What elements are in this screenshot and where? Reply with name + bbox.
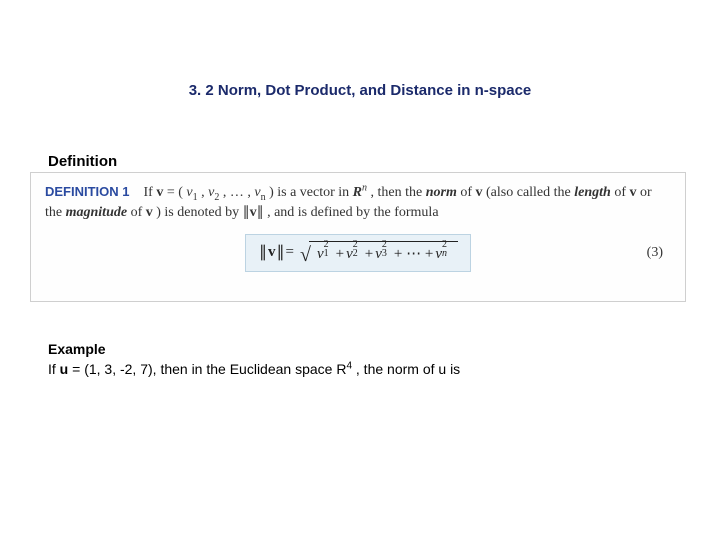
term2-base: v <box>346 246 353 262</box>
definition-text: DEFINITION 1 If v = ( v1 , v2 , … , vn )… <box>45 183 671 224</box>
definition-box: DEFINITION 1 If v = ( v1 , v2 , … , vn )… <box>30 172 686 302</box>
def-of-v: of <box>460 185 475 200</box>
term-3: v32 <box>373 244 394 266</box>
radicand: v12 + v22 + v32 + ⋯ + vn2 <box>309 241 458 266</box>
example-u: u <box>60 361 69 377</box>
term3-sup: 2 <box>382 238 387 253</box>
radical: √ v12 + v22 + v32 + ⋯ + <box>300 241 458 266</box>
example-post: , the norm of u is <box>356 361 460 377</box>
section-title: 3. 2 Norm, Dot Product, and Distance in … <box>0 82 720 99</box>
termn-sup: 2 <box>442 238 447 253</box>
def-v-again3: v <box>146 205 153 220</box>
def-vn-sub: n <box>261 192 266 203</box>
equation-number: (3) <box>647 243 663 263</box>
norm-formula: ∥v∥ = √ v12 + v22 + v32 <box>245 234 471 273</box>
def-v: v <box>156 185 163 200</box>
example-rsup: 4 <box>346 360 352 371</box>
def-text: If <box>144 185 157 200</box>
termn-base: v <box>435 246 442 262</box>
def-v-again2: v <box>630 185 637 200</box>
term-2: v22 <box>344 244 365 266</box>
definition-lead: DEFINITION 1 <box>45 184 130 199</box>
def-magnitude-word: magnitude <box>66 205 127 220</box>
def-length-word: length <box>574 185 611 200</box>
def-also-open: (also called the <box>486 185 574 200</box>
example-heading: Example <box>48 340 668 360</box>
def-norm-close: ∥ <box>257 205 264 220</box>
plus-1: + <box>336 244 344 266</box>
definition-heading: Definition <box>48 153 117 170</box>
def-post-rn: , then the <box>371 185 426 200</box>
example-vec: = (1, 3, -2, 7), then in the Euclidean s… <box>72 361 346 377</box>
term2-sup: 2 <box>353 238 358 253</box>
plus-2: + <box>365 244 373 266</box>
term-1: v12 <box>315 244 336 266</box>
formula-eq: = <box>286 242 294 264</box>
def-norm-v: v <box>250 205 257 220</box>
formula-row: ∥v∥ = √ v12 + v22 + v32 <box>45 234 671 273</box>
def-norm-open: ∥ <box>243 205 250 220</box>
def-Rn-R: R <box>353 185 362 200</box>
term1-sup: 2 <box>324 238 329 253</box>
def-v2-sub: 2 <box>214 192 219 203</box>
def-of-v3: of <box>131 205 146 220</box>
formula-lhs-close: ∥ <box>276 241 286 264</box>
formula-lhs-v: v <box>268 242 276 264</box>
def-v-again: v <box>476 185 483 200</box>
def-dots: , … , <box>223 185 255 200</box>
example-block: Example If u = (1, 3, -2, 7), then in th… <box>48 340 668 379</box>
term-n: vn2 <box>433 244 454 266</box>
def-close: ) is a vector in <box>269 185 353 200</box>
def-of-v2: of <box>614 185 629 200</box>
example-pre: If <box>48 361 60 377</box>
def-v1-sub: 1 <box>193 192 198 203</box>
example-line: If u = (1, 3, -2, 7), then in the Euclid… <box>48 360 668 380</box>
def-Rn-n: n <box>362 182 367 193</box>
term1-base: v <box>317 246 324 262</box>
formula-dots: + ⋯ + <box>394 244 433 266</box>
formula-lhs-open: ∥ <box>258 241 268 264</box>
term3-base: v <box>375 246 382 262</box>
def-denoted: ) is denoted by <box>156 205 242 220</box>
def-and-defined: , and is defined by the formula <box>267 205 438 220</box>
def-eq: = ( <box>167 185 183 200</box>
def-norm-word: norm <box>426 185 457 200</box>
